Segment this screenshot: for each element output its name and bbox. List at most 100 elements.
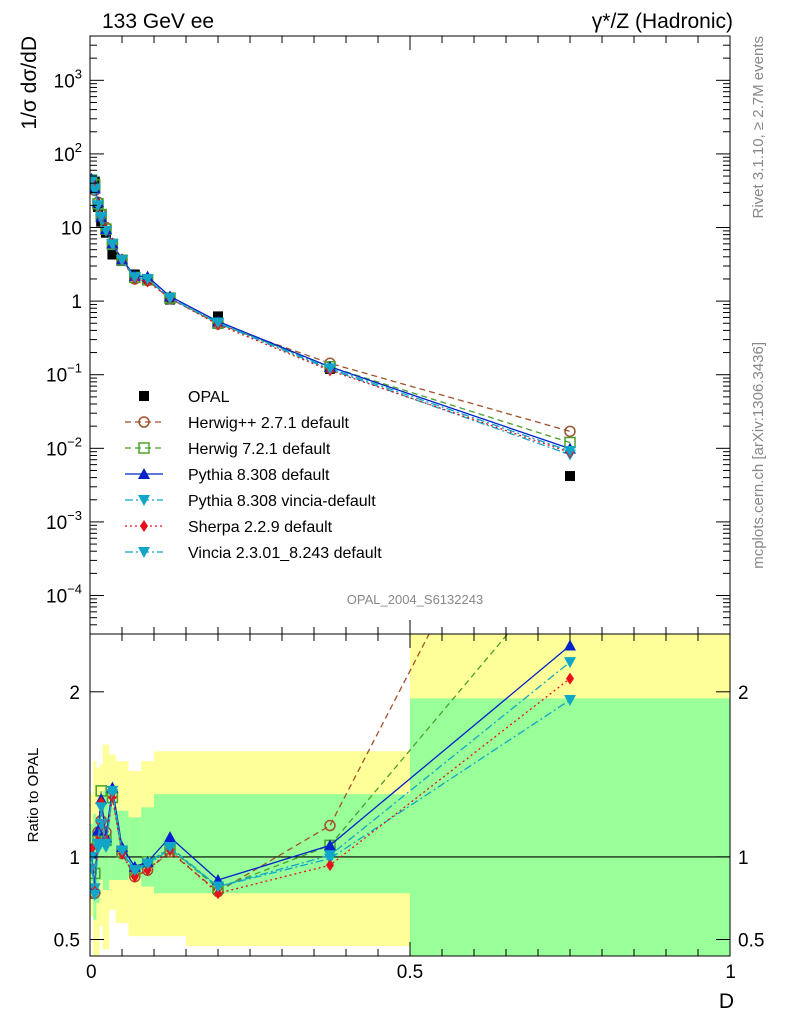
x-tick-label: 0 (86, 962, 97, 983)
legend-label: Herwig++ 2.7.1 default (188, 415, 350, 432)
data-point (106, 239, 119, 251)
bottom-plot-area (90, 357, 576, 901)
y-tick-label: 1 (69, 848, 80, 869)
data-point (143, 864, 152, 877)
y-tick-label: 2 (69, 683, 80, 704)
legend-entry: OPAL (139, 389, 230, 406)
rivet-label: Rivet 3.1.10, ≥ 2.7M events (750, 36, 767, 219)
mcplots-label: mcplots.cern.ch [arXiv:1306.3436] (750, 342, 767, 569)
legend-marker (138, 547, 150, 558)
series-top-0 (90, 174, 575, 482)
data-point (214, 887, 222, 900)
legend-marker (138, 468, 150, 479)
x-axis-label: D (719, 990, 734, 1013)
header-left-title: 133 GeV ee (102, 10, 214, 33)
legend-entry: Herwig 7.2.1 default (125, 441, 331, 458)
legend-marker (138, 416, 150, 428)
data-point (212, 317, 224, 329)
inner-band-bin (410, 698, 730, 956)
data-point (324, 839, 336, 851)
series-top-6 (90, 175, 576, 457)
data-point (106, 785, 119, 797)
legend-marker (139, 391, 149, 401)
series-line (91, 181, 571, 456)
x-tick-label: 1 (725, 962, 736, 983)
uncertainty-bands (90, 634, 730, 956)
top-ylabel: 1/σ dσ/dD (18, 36, 41, 130)
data-point (564, 639, 576, 651)
legend-label: Herwig 7.2.1 default (188, 441, 331, 458)
top-y-axis: 10−4 10−3 10−2 10−1 1 10 102 103 (46, 35, 730, 635)
data-point (100, 838, 112, 850)
data-point (326, 859, 334, 872)
data-point (128, 272, 141, 284)
legend-label: Pythia 8.308 default (188, 467, 330, 484)
series-top-2 (90, 174, 576, 449)
data-point (92, 200, 104, 212)
data-point (90, 842, 96, 855)
series-top-3 (90, 172, 576, 454)
legend-label: Pythia 8.308 vincia-default (188, 493, 376, 510)
data-point (90, 185, 101, 197)
data-point (128, 865, 141, 877)
y-tick-label: 102 (54, 140, 82, 166)
legend-entry: Pythia 8.308 vincia-default (125, 493, 376, 510)
data-point (90, 863, 98, 875)
data-point (116, 255, 128, 267)
series-line (91, 186, 571, 432)
data-point (164, 831, 176, 843)
data-point (324, 850, 336, 862)
y-tick-label: 10−2 (46, 434, 82, 460)
y-tick-label: 0.5 (54, 930, 80, 951)
analysis-watermark: OPAL_2004_S6132243 (347, 592, 483, 607)
inner-band-bin (109, 807, 116, 881)
data-point (107, 249, 118, 260)
data-point (564, 695, 576, 707)
y-tick-label: 10 (61, 219, 82, 240)
y-tick-label: 10−3 (46, 508, 82, 534)
data-point (564, 425, 576, 438)
legend-entry: Pythia 8.308 default (125, 467, 330, 484)
data-point (95, 802, 108, 814)
data-point (141, 273, 154, 285)
data-point (92, 838, 104, 850)
y-tick-label-right: 2 (738, 683, 749, 704)
x-tick-label: 0.5 (397, 962, 423, 983)
data-point (141, 858, 154, 870)
y-tick-label-right: 0.5 (738, 930, 764, 951)
data-point (565, 357, 575, 367)
series-top-1 (90, 181, 576, 438)
data-point (566, 672, 574, 685)
data-point (212, 881, 224, 893)
top-frame (89, 35, 731, 635)
data-point (90, 889, 101, 901)
bottom-ylabel: Ratio to OPAL (25, 748, 42, 843)
series-line (90, 178, 571, 450)
bottom-y-axis: 0.5 0.5 1 1 2 2 (54, 683, 765, 952)
data-point (565, 555, 575, 565)
legend-marker (138, 442, 150, 454)
series-line (91, 179, 571, 444)
data-point (130, 870, 139, 883)
data-point (92, 824, 104, 836)
data-point (324, 363, 336, 375)
data-point (324, 819, 336, 832)
y-tick-label-right: 1 (738, 848, 749, 869)
legend-marker (140, 520, 148, 532)
x-axis: 0 0.5 1 (86, 36, 736, 983)
legend-marker (138, 495, 150, 506)
header-right-title: γ*/Z (Hadronic) (592, 10, 733, 33)
y-tick-label: 103 (54, 66, 82, 92)
legend-label: OPAL (188, 389, 230, 406)
data-point (100, 225, 112, 237)
legend-entry: Vincia 2.3.01_8.243 default (125, 545, 382, 562)
series-ratio-5 (90, 657, 576, 901)
legend-entry: Sherpa 2.2.9 default (125, 519, 333, 536)
legend: OPAL Herwig++ 2.7.1 default Herwig 7.2.1 d… (125, 389, 382, 562)
data-point (564, 445, 576, 457)
y-tick-label: 10−4 (46, 582, 82, 608)
y-tick-label: 10−1 (46, 361, 82, 387)
data-point (116, 845, 128, 857)
legend-label: Vincia 2.3.01_8.243 default (188, 545, 382, 562)
